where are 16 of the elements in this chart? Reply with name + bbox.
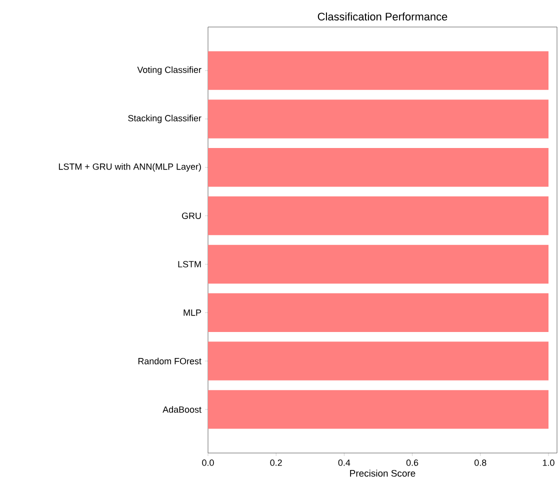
y-tick-label: MLP	[184, 310, 202, 316]
chart-title: Classification Performance	[318, 12, 448, 21]
y-tick-label: Random FOrest	[138, 358, 202, 364]
x-axis-title: Precision Score	[350, 470, 416, 477]
y-tick-label: GRU	[182, 212, 201, 219]
y-tick-label: LSTM + GRU with ANN(MLP Layer)	[58, 163, 201, 172]
x-tick-label: 0.0	[202, 460, 214, 466]
y-tick-label: AdaBoost	[162, 406, 202, 413]
x-tick-label: 1.0	[542, 460, 554, 466]
x-tick-label: 0.4	[338, 460, 350, 466]
y-tick-label: Stacking Classifier	[128, 114, 202, 124]
y-tick-label: Voting Classifier	[137, 66, 202, 75]
x-tick-label: 0.6	[406, 460, 418, 466]
y-tick-label: LSTM	[178, 261, 201, 268]
x-tick-label: 0.8	[474, 460, 486, 466]
x-tick-label: 0.2	[270, 460, 282, 466]
